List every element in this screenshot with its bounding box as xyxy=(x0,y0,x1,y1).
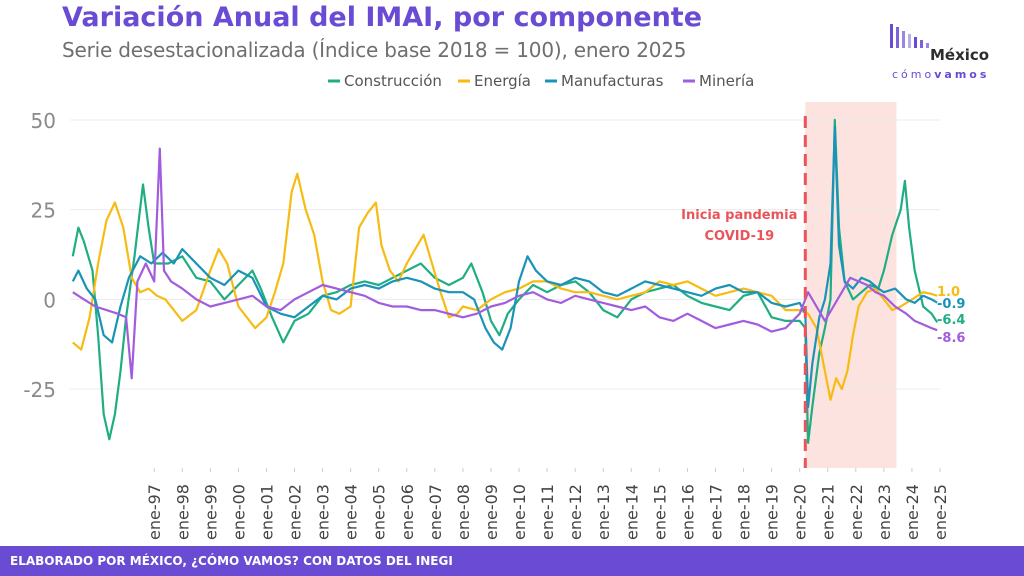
legend-label-manufacturas: Manufacturas xyxy=(561,72,664,90)
x-tick-label: ene-02 xyxy=(286,484,305,540)
x-tick-label: ene-06 xyxy=(398,484,417,540)
x-tick-label: ene-10 xyxy=(510,484,529,540)
x-tick-label: ene-22 xyxy=(847,484,866,540)
y-tick-label: -25 xyxy=(23,378,56,402)
logo-text-top: México xyxy=(930,46,990,64)
x-tick-label: ene-05 xyxy=(370,484,389,540)
series-line-manufacturas xyxy=(71,126,938,409)
x-tick-label: ene-99 xyxy=(201,484,220,540)
x-tick-label: ene-21 xyxy=(819,484,838,540)
x-tick-label: ene-03 xyxy=(314,484,333,540)
x-tick-label: ene-01 xyxy=(257,484,276,540)
x-tick-label: ene-11 xyxy=(538,484,557,540)
x-tick-label: ene-20 xyxy=(791,484,810,540)
legend-label-energia: Energía xyxy=(474,72,531,90)
end-label-energia: 1.0 xyxy=(937,285,960,300)
footer-text: ELABORADO POR MÉXICO, ¿CÓMO VAMOS? CON D… xyxy=(10,554,453,568)
y-tick-label: 0 xyxy=(43,288,56,312)
line-chart: -25 0 25 50 ene-97 ene-98 ene-99 ene-00 ene-01 e… xyxy=(23,72,965,540)
x-tick-label: ene-97 xyxy=(145,484,164,540)
y-tick-label: 25 xyxy=(31,199,56,223)
x-tick-label: ene-08 xyxy=(454,484,473,540)
x-tick-label: ene-07 xyxy=(426,484,445,540)
x-tick-label: ene-13 xyxy=(594,484,613,540)
x-tick-label: ene-25 xyxy=(931,484,950,540)
end-label-construccion: -6.4 xyxy=(937,313,965,328)
series-line-mineria xyxy=(72,147,938,380)
x-tick-label: ene-19 xyxy=(763,484,782,540)
logo-text-bold: vamos xyxy=(934,68,990,81)
end-label-manufacturas: -0.9 xyxy=(937,297,965,312)
mexico-como-vamos-logo: México cómovamos xyxy=(888,24,1018,86)
x-tick-label: ene-15 xyxy=(650,484,669,540)
legend-label-construccion: Construcción xyxy=(344,72,442,90)
logo-text-bottom: cómovamos xyxy=(892,68,989,81)
footer-bar: ELABORADO POR MÉXICO, ¿CÓMO VAMOS? CON D… xyxy=(0,546,1024,576)
logo-bars-icon xyxy=(890,24,929,48)
annotation-text-line2: COVID-19 xyxy=(704,229,774,244)
x-tick-label: ene-98 xyxy=(173,484,192,540)
x-tick-label: ene-16 xyxy=(678,484,697,540)
x-tick-label: ene-24 xyxy=(903,484,922,540)
x-tick-label: ene-00 xyxy=(229,484,248,540)
x-tick-label: ene-12 xyxy=(566,484,585,540)
page-title: Variación Anual del IMAI, por componente xyxy=(62,2,703,33)
x-tick-label: ene-09 xyxy=(482,484,501,540)
logo-text-light: cómo xyxy=(892,68,935,81)
pandemic-shaded-region xyxy=(805,102,897,468)
annotation-text-line1: Inicia pandemia xyxy=(681,208,797,223)
end-label-mineria: -8.6 xyxy=(937,331,965,346)
x-tick-label: ene-14 xyxy=(622,484,641,540)
x-tick-label: ene-17 xyxy=(706,484,725,540)
x-tick-label: ene-18 xyxy=(735,484,754,540)
x-tick-label: ene-23 xyxy=(875,484,894,540)
page-subtitle: Serie desestacionalizada (Índice base 20… xyxy=(62,38,687,62)
y-tick-label: 50 xyxy=(31,109,56,133)
legend-label-mineria: Minería xyxy=(699,72,754,90)
x-tick-label: ene-04 xyxy=(342,484,361,540)
